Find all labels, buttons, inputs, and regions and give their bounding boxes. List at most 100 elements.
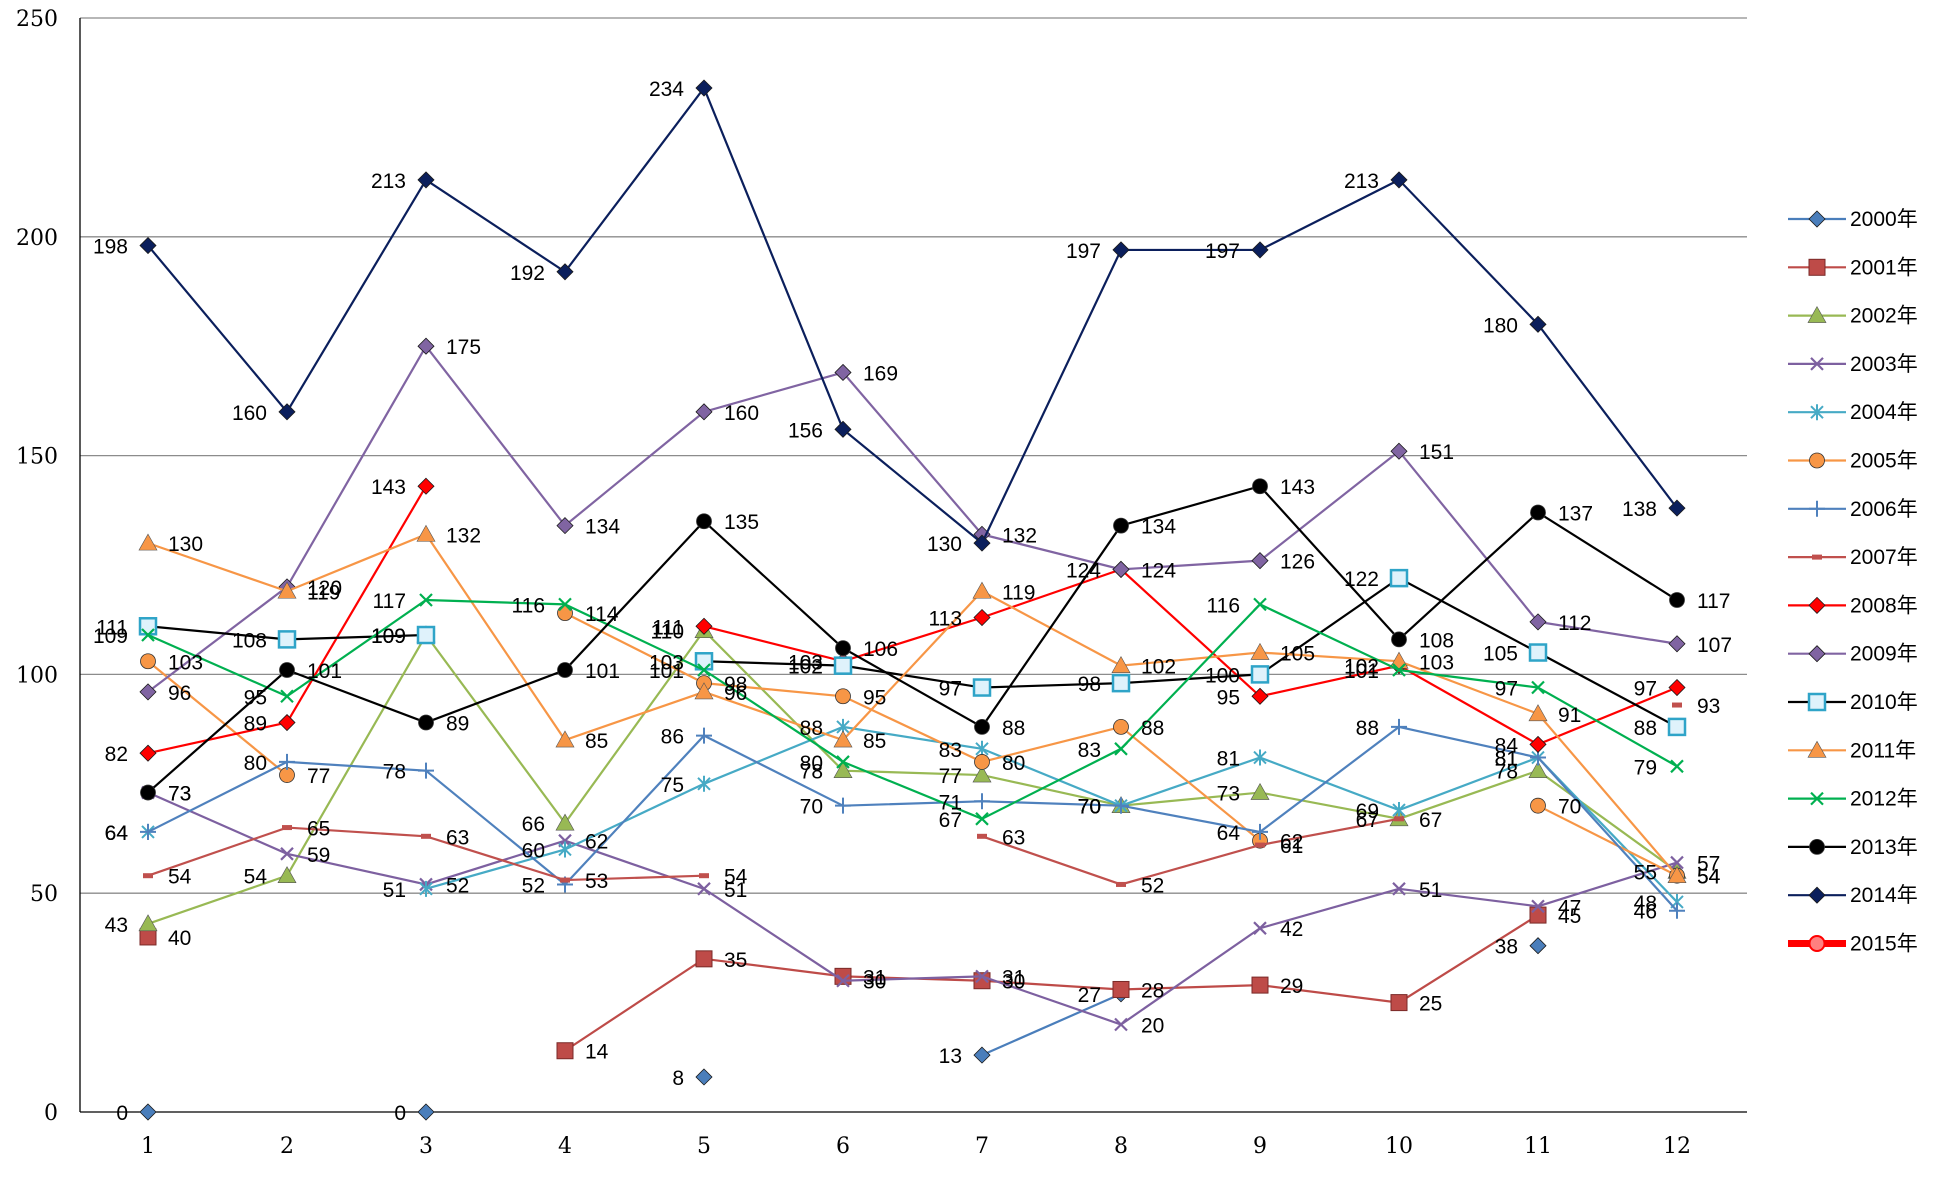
series-line: [147, 85, 1678, 545]
x-tick-label: 4: [558, 1134, 572, 1159]
data-label: 109: [371, 625, 406, 648]
data-point: [975, 969, 989, 984]
data-label: 48: [1634, 892, 1657, 915]
legend-label: 2001年: [1850, 256, 1918, 279]
legend-label: 2011年: [1850, 739, 1916, 762]
data-point: [695, 1068, 713, 1086]
legend-marker: [1810, 404, 1824, 421]
data-point: [972, 678, 992, 697]
x-tick-label: 10: [1385, 1134, 1413, 1159]
x-tick-label: 7: [975, 1134, 989, 1159]
data-label: 73: [1217, 783, 1240, 806]
data-point: [695, 617, 713, 635]
data-label: 116: [1207, 594, 1240, 617]
series-line: [703, 576, 1678, 728]
data-point: [973, 1046, 991, 1064]
data-label: 97: [1634, 678, 1657, 701]
data-point: [1114, 1017, 1128, 1032]
data-label: 66: [522, 813, 545, 836]
data-label: 135: [724, 511, 759, 534]
data-point: [1252, 478, 1268, 495]
data-point: [277, 581, 297, 599]
data-label: 180: [1483, 314, 1518, 337]
data-point: [1529, 613, 1547, 631]
data-label: 213: [1344, 170, 1379, 193]
data-point: [1391, 718, 1407, 735]
data-label: 109: [371, 625, 406, 648]
data-label: 105: [1280, 643, 1315, 666]
data-point: [556, 517, 574, 535]
legend-marker: [1807, 305, 1827, 323]
data-label: 151: [1419, 441, 1454, 464]
data-label: 30: [863, 971, 886, 994]
series-line: [147, 628, 1678, 925]
data-point: [1670, 759, 1684, 774]
data-label: 95: [244, 686, 267, 709]
data-point: [834, 420, 852, 438]
data-point: [417, 171, 435, 189]
data-label: 64: [105, 822, 129, 845]
data-point: [1531, 899, 1545, 914]
legend-entry: 2002年: [1788, 305, 1918, 328]
series-2001年: [139, 906, 1547, 1060]
data-point: [1112, 241, 1130, 259]
x-tick-label: 3: [419, 1134, 433, 1159]
data-label: 89: [446, 713, 469, 736]
series-2009年: [139, 337, 1686, 701]
data-label: 62: [1280, 831, 1303, 854]
data-point: [1667, 866, 1687, 883]
data-point: [1528, 643, 1548, 662]
data-point: [1116, 881, 1126, 887]
data-point: [278, 713, 296, 732]
data-point: [1670, 855, 1684, 870]
data-label: 71: [939, 791, 962, 814]
data-point: [1392, 663, 1406, 677]
data-point: [1529, 315, 1547, 333]
data-label: 64: [105, 822, 129, 845]
data-label: 130: [168, 533, 203, 556]
data-label: 124: [1066, 559, 1101, 582]
data-point: [1250, 642, 1270, 660]
data-label: 82: [105, 743, 128, 766]
data-label: 60: [522, 839, 545, 862]
data-point: [1250, 665, 1270, 684]
data-label: 102: [1344, 656, 1379, 679]
data-label: 156: [788, 419, 823, 442]
data-point: [417, 337, 435, 355]
data-label: 40: [168, 927, 191, 950]
y-tick-label: 100: [16, 663, 58, 688]
series-line: [147, 725, 1678, 912]
data-label: 98: [724, 673, 747, 696]
data-label: 95: [1217, 686, 1240, 709]
x-tick-label: 12: [1663, 1134, 1691, 1159]
series-2012年: [141, 593, 1684, 826]
series-line: [564, 612, 1261, 842]
data-label: 54: [1697, 866, 1721, 889]
data-label: 101: [1344, 660, 1379, 683]
data-label: 197: [1205, 240, 1240, 263]
series-2011年: [138, 524, 1687, 883]
legend-marker: [1812, 554, 1822, 560]
x-tick-label: 5: [697, 1134, 711, 1159]
x-tick-label: 11: [1524, 1134, 1552, 1159]
data-label: 124: [1141, 559, 1176, 582]
data-point: [1253, 921, 1267, 935]
data-label: 70: [1558, 796, 1581, 819]
data-point: [418, 714, 434, 731]
legend-label: 2005年: [1850, 450, 1918, 473]
data-point: [697, 882, 711, 896]
data-label: 20: [1141, 1014, 1164, 1037]
data-label: 54: [1697, 866, 1721, 889]
data-point: [1111, 673, 1131, 693]
data-label: 234: [649, 78, 684, 101]
data-label: 110: [651, 621, 684, 644]
data-point: [833, 730, 853, 748]
data-label: 85: [863, 730, 886, 753]
legend-marker: [1810, 791, 1824, 806]
data-label: 88: [800, 717, 823, 740]
data-point: [1114, 742, 1128, 756]
data-point: [1669, 902, 1685, 919]
data-label: 63: [446, 826, 469, 849]
data-point: [835, 640, 851, 657]
x-tick-label: 6: [836, 1134, 850, 1159]
